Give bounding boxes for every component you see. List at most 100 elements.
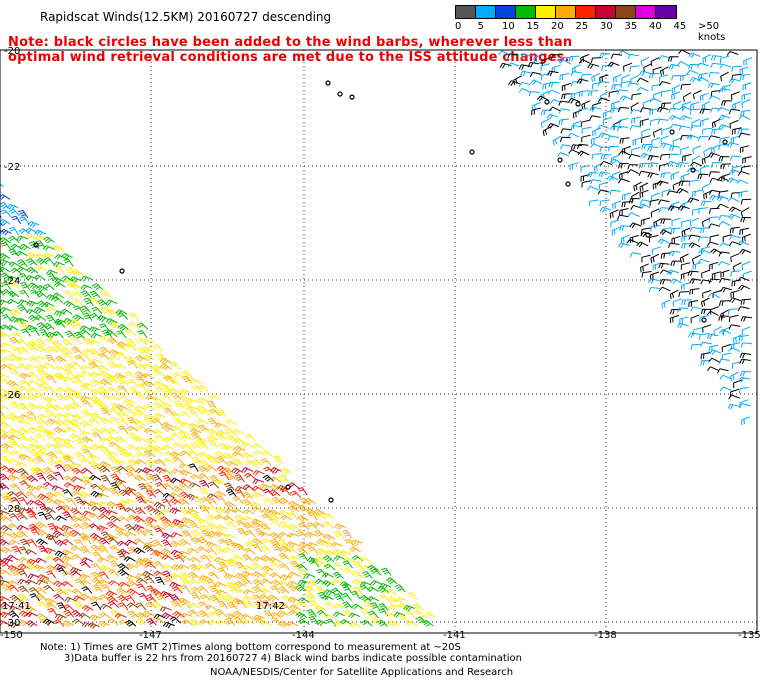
wind-barb: [546, 113, 559, 120]
legend-label: 35: [624, 21, 638, 32]
wind-barb: [370, 579, 383, 586]
wind-barb: [599, 52, 611, 59]
wind-barb: [133, 538, 146, 545]
wind-barb: [196, 418, 209, 425]
wind-barb: [236, 599, 247, 609]
wind-barb: [189, 441, 202, 449]
wind-barb: [498, 50, 511, 56]
wind-barb: [680, 262, 691, 270]
wind-barb: [653, 128, 662, 138]
wind-barb: [163, 577, 175, 585]
wind-barb: [728, 394, 741, 400]
wind-barb: [244, 547, 256, 555]
wind-barb: [44, 396, 57, 404]
wind-barb: [729, 226, 740, 234]
wind-barb: [188, 406, 201, 412]
wind-barb: [631, 116, 641, 124]
wind-barb: [63, 368, 74, 377]
wind-barb: [126, 602, 139, 609]
wind-barb: [241, 553, 253, 562]
wind-barb: [243, 600, 255, 608]
wind-barb: [98, 506, 110, 514]
wind-barb: [687, 270, 699, 277]
wind-barb: [136, 583, 147, 592]
wind-barb: [241, 577, 253, 585]
wind-barb: [181, 619, 193, 626]
wind-barb: [677, 162, 689, 168]
wind-barb: [145, 394, 158, 401]
wind-barb: [591, 153, 602, 160]
wind-barb: [297, 522, 309, 530]
wind-barb: [306, 556, 319, 564]
wind-barb: [33, 564, 46, 572]
wind-barb: [731, 361, 742, 369]
wind-barb: [190, 432, 202, 441]
wind-barb: [277, 485, 290, 492]
wind-barb: [598, 182, 609, 190]
wind-barb: [109, 609, 122, 617]
wind-barb: [225, 613, 238, 620]
wind-barb: [380, 567, 392, 576]
wind-barb: [170, 531, 183, 538]
wind-barb: [696, 62, 709, 68]
wind-barb: [36, 613, 48, 620]
wind-barb: [135, 561, 147, 569]
wind-barb: [99, 346, 111, 354]
wind-barb: [367, 564, 379, 572]
wind-barb: [35, 234, 47, 242]
lon-label: -135: [738, 630, 760, 640]
wind-barb: [204, 562, 217, 570]
wind-barb: [135, 618, 147, 626]
wind-barb: [116, 341, 129, 349]
wind-barb: [278, 521, 290, 530]
wind-barb: [629, 234, 639, 243]
wind-barb: [124, 371, 136, 379]
wind-barb: [701, 101, 711, 111]
wind-barb: [54, 413, 67, 419]
wind-barb: [295, 584, 307, 592]
wind-barb: [729, 155, 742, 161]
wind-barb: [28, 587, 40, 595]
wind-barb: [188, 578, 201, 585]
wind-barb: [706, 333, 719, 340]
wind-barb: [638, 162, 650, 169]
wind-barb: [703, 146, 712, 157]
wind-barb: [661, 227, 672, 235]
wind-barb: [0, 524, 12, 532]
wind-barb: [26, 538, 38, 547]
wind-barb: [690, 101, 700, 110]
wind-barb: [89, 290, 101, 299]
wind-barb: [154, 576, 165, 585]
wind-barb: [162, 425, 174, 432]
wind-barb: [225, 488, 237, 497]
wind-barb: [285, 621, 298, 627]
wind-barb: [45, 385, 56, 394]
wind-barb: [99, 564, 112, 572]
wind-barb: [718, 156, 730, 162]
wind-barb: [90, 332, 103, 339]
wind-barb: [660, 102, 672, 109]
wind-barb: [269, 532, 282, 540]
wind-barb: [71, 609, 83, 617]
wind-barb: [61, 275, 74, 283]
lon-label: -144: [292, 630, 315, 640]
wind-barb: [1, 448, 13, 456]
wind-barb: [667, 56, 679, 62]
wind-barb: [90, 544, 102, 552]
wind-barb: [738, 132, 751, 138]
wind-barb: [79, 430, 92, 437]
wind-barb: [198, 601, 209, 610]
wind-barb: [366, 586, 379, 593]
wind-barb: [719, 242, 732, 248]
wind-barb: [27, 221, 40, 228]
wind-barb: [718, 260, 731, 266]
wind-barb: [181, 435, 194, 442]
wind-barb: [234, 489, 246, 498]
wind-barb: [601, 64, 612, 71]
wind-barb: [638, 203, 651, 209]
wind-barb: [70, 319, 82, 328]
wind-barb: [144, 438, 157, 445]
wind-barb: [738, 403, 751, 409]
wind-barb: [37, 511, 48, 521]
wind-barb: [629, 65, 640, 72]
